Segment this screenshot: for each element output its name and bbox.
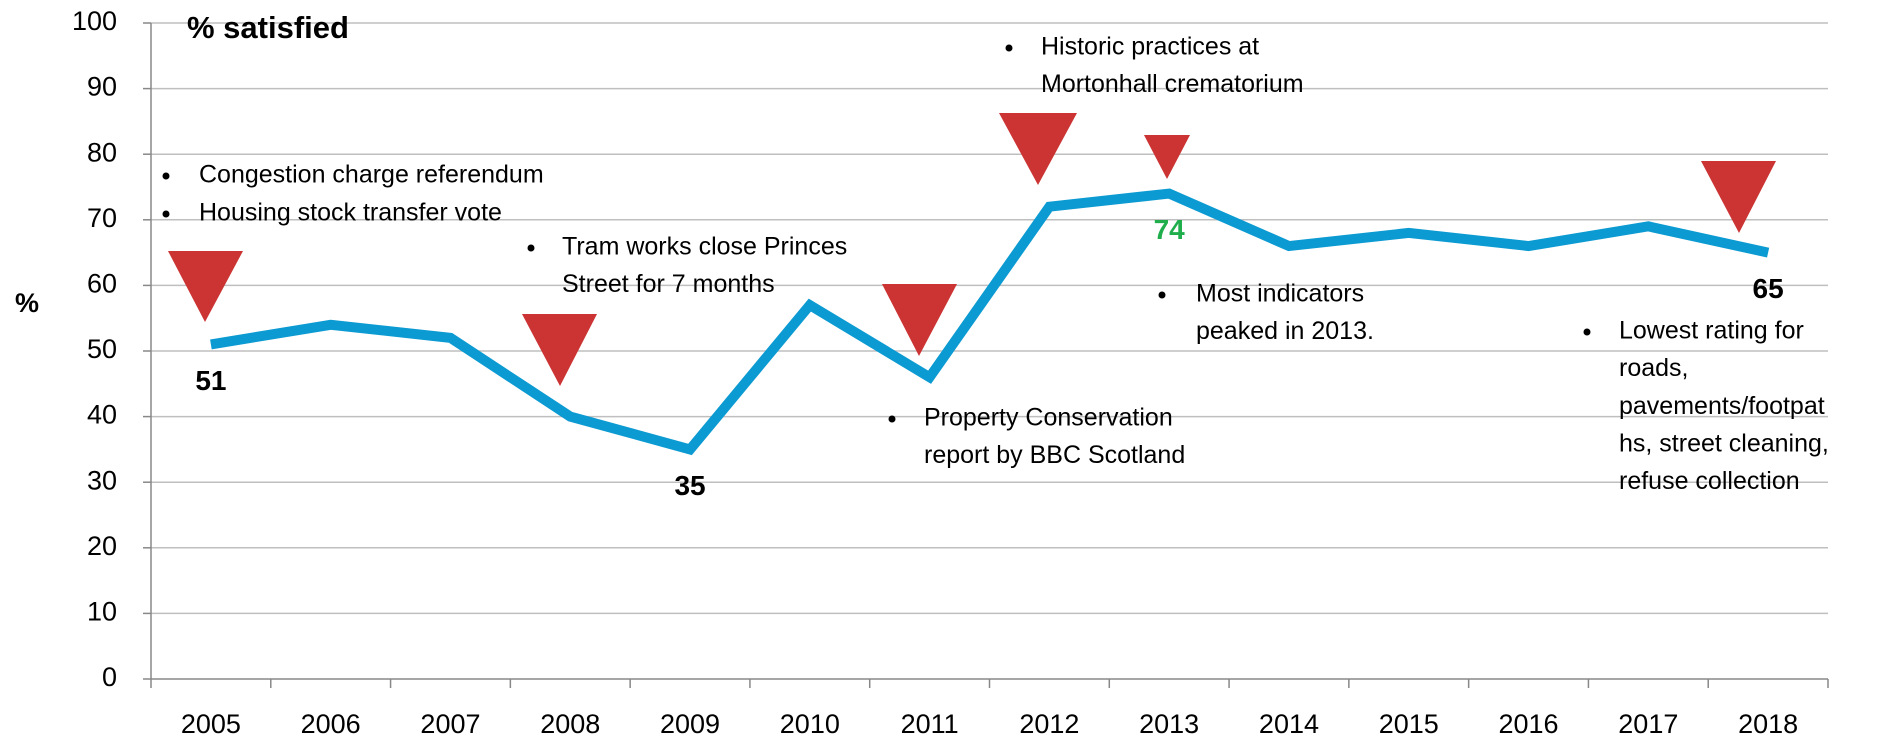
y-tick-label: 60 (87, 269, 117, 299)
annotation: Housing stock transfer vote (199, 199, 502, 227)
event-marker (168, 251, 243, 322)
bullet (162, 172, 170, 180)
y-axis-label: % (15, 288, 39, 318)
x-tick-label: 2008 (540, 709, 600, 739)
data-label: 65 (1753, 273, 1784, 304)
x-tick-label: 2009 (660, 709, 720, 739)
bullet (1005, 44, 1013, 52)
y-tick-label: 70 (87, 203, 117, 233)
annotation: roads, (1619, 354, 1688, 382)
y-tick-label: 0 (102, 662, 117, 692)
x-tick-label: 2018 (1738, 709, 1798, 739)
bullet (888, 415, 896, 423)
y-tick-label: 90 (87, 72, 117, 102)
bullet (1583, 328, 1591, 336)
annotation: Most indicators (1196, 280, 1364, 308)
data-label: 51 (195, 365, 226, 396)
y-tick-label: 50 (87, 334, 117, 364)
y-tick-label: 10 (87, 597, 117, 627)
data-label: 35 (674, 470, 705, 501)
bullet (527, 244, 535, 252)
grid (143, 22, 1829, 688)
bullet (1158, 291, 1166, 299)
x-tick-label: 2013 (1139, 709, 1199, 739)
event-markers (168, 113, 1776, 386)
y-tick-label: 100 (72, 6, 117, 36)
x-tick-label: 2005 (181, 709, 241, 739)
event-marker (522, 314, 597, 386)
annotation: hs, street cleaning, (1619, 429, 1829, 457)
event-marker (999, 113, 1077, 185)
annotation: peaked in 2013. (1196, 317, 1374, 345)
event-marker (1144, 135, 1190, 179)
x-tick-label: 2015 (1379, 709, 1439, 739)
annotation: Lowest rating for (1619, 317, 1804, 345)
x-tick-label: 2016 (1498, 709, 1558, 739)
y-tick-label: 80 (87, 137, 117, 167)
x-tick-label: 2011 (901, 709, 959, 739)
data-line (210, 188, 1770, 456)
event-marker (1701, 161, 1776, 233)
x-tick-label: 2010 (780, 709, 840, 739)
annotation: Historic practices at (1041, 33, 1259, 61)
x-tick-label: 2012 (1019, 709, 1079, 739)
chart-title: % satisfied (187, 10, 349, 45)
x-tick-label: 2006 (301, 709, 361, 739)
annotation: Mortonhall crematorium (1041, 70, 1304, 98)
event-marker (882, 284, 957, 356)
x-tick-label: 2007 (420, 709, 480, 739)
annotation: Tram works close Princes (562, 233, 847, 261)
annotation: Property Conservation (924, 404, 1173, 432)
annotation: Street for 7 months (562, 270, 775, 298)
x-tick-label: 2017 (1618, 709, 1678, 739)
annotation: Congestion charge referendum (199, 161, 544, 189)
x-tick-label: 2014 (1259, 709, 1319, 739)
annotation: report by BBC Scotland (924, 441, 1185, 469)
bullet (162, 210, 170, 218)
y-tick-label: 40 (87, 400, 117, 430)
y-tick-label: 20 (87, 531, 117, 561)
y-tick-label: 30 (87, 465, 117, 495)
data-label: 74 (1154, 214, 1186, 245)
annotation: refuse collection (1619, 467, 1800, 495)
annotation: pavements/footpat (1619, 392, 1825, 420)
